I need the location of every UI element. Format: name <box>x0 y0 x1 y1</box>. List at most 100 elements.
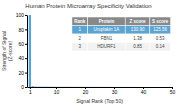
bar <box>127 86 129 87</box>
x-tick-label: 40 <box>141 89 147 95</box>
bar <box>113 86 115 87</box>
table-cell <box>125 17 150 26</box>
table-cell <box>125 43 150 52</box>
bar <box>43 86 45 87</box>
bar <box>151 86 153 87</box>
y-tick-mark <box>25 15 27 16</box>
table-cell <box>72 26 88 35</box>
x-tick: 30 <box>112 87 118 95</box>
bar <box>84 86 86 87</box>
bar <box>124 86 126 87</box>
x-tick-label: 30 <box>112 89 118 95</box>
bar <box>93 86 95 87</box>
bar <box>165 86 167 87</box>
y-tick-mark <box>25 87 27 88</box>
chart: 11020304050020406080100Human Protein Mic… <box>0 0 177 106</box>
bar <box>66 86 68 87</box>
y-tick-label: 40 <box>18 55 24 61</box>
x-axis-line <box>28 87 173 88</box>
table-text: Uroplakin 1A <box>94 27 120 32</box>
x-tick-label: 20 <box>83 89 89 95</box>
bar <box>171 86 172 87</box>
bar <box>29 15 31 87</box>
bar <box>133 86 135 87</box>
bar <box>35 86 37 87</box>
bar <box>64 86 66 87</box>
bar <box>61 86 63 87</box>
table-text: Protein <box>99 19 115 24</box>
bar <box>159 86 161 87</box>
table-text: 2 <box>79 36 82 41</box>
table-cell <box>150 26 171 35</box>
table-cell <box>72 43 88 52</box>
bar <box>72 86 74 87</box>
table: RankProteinZ scoreS score1Uroplakin 1A13… <box>72 17 171 51</box>
bar <box>98 86 100 87</box>
bar <box>110 86 112 87</box>
table-cell <box>88 43 125 52</box>
y-tick-mark <box>25 29 27 30</box>
bar <box>46 86 48 87</box>
y-tick-label: 0 <box>21 84 24 90</box>
bar <box>122 86 124 87</box>
table-text: 125.56 <box>153 27 167 32</box>
table-text: 1.38 <box>133 36 142 41</box>
bar <box>40 86 42 87</box>
bar <box>148 86 150 87</box>
bar <box>136 86 138 87</box>
y-axis-title-line: (Z-score) <box>7 41 13 62</box>
y-tick: 80 <box>18 27 27 33</box>
bars <box>29 15 172 87</box>
bar <box>69 86 71 87</box>
bar <box>32 86 34 87</box>
y-tick-mark <box>25 73 27 74</box>
table-cell <box>150 34 171 43</box>
table-text: 0.14 <box>156 44 165 49</box>
bar <box>139 86 141 87</box>
table-text: 0.53 <box>156 36 165 41</box>
table-cell <box>125 26 150 35</box>
table-text: FBN1 <box>101 36 113 41</box>
bar <box>58 86 60 87</box>
bar <box>101 86 103 87</box>
table-text: HDURF1 <box>97 44 116 49</box>
bar <box>78 86 80 87</box>
bar <box>142 86 144 87</box>
bar <box>49 86 51 87</box>
y-tick-mark <box>25 44 27 45</box>
y-axis-line <box>27 16 28 88</box>
table-text: Rank <box>74 19 86 24</box>
y-tick-label: 100 <box>16 12 25 18</box>
table-cell <box>72 34 88 43</box>
y-tick-label: 60 <box>18 41 24 47</box>
table-cell <box>88 17 125 26</box>
bar <box>168 86 170 87</box>
table-text: Z score <box>130 19 147 24</box>
x-tick-label: 1 <box>29 89 32 95</box>
bar <box>116 86 118 87</box>
table-text: 0.85 <box>133 44 142 49</box>
bar <box>90 86 92 87</box>
y-axis-title: Strength of Signal(Z-score) <box>1 31 13 71</box>
bar <box>162 86 164 87</box>
bar <box>37 86 39 87</box>
x-tick-label: 10 <box>54 89 60 95</box>
y-tick: 40 <box>18 55 27 61</box>
x-axis: 1 10 20 30 40 50 <box>28 87 176 95</box>
table-cell <box>125 34 150 43</box>
x-tick-label: 50 <box>170 89 176 95</box>
table-cell <box>150 17 171 26</box>
bar <box>87 86 89 87</box>
bar <box>104 86 106 87</box>
bar <box>130 86 132 87</box>
x-tick: 50 <box>170 87 176 95</box>
table-cell <box>150 43 171 52</box>
x-axis-title: Signal Rank (Top 50) <box>76 98 123 104</box>
x-tick: 20 <box>83 87 89 95</box>
table-text: 3 <box>79 44 82 49</box>
y-tick-mark <box>25 58 27 59</box>
bar <box>75 86 77 87</box>
bar <box>107 86 109 87</box>
table-cell <box>88 26 125 35</box>
x-tick: 10 <box>54 87 60 95</box>
